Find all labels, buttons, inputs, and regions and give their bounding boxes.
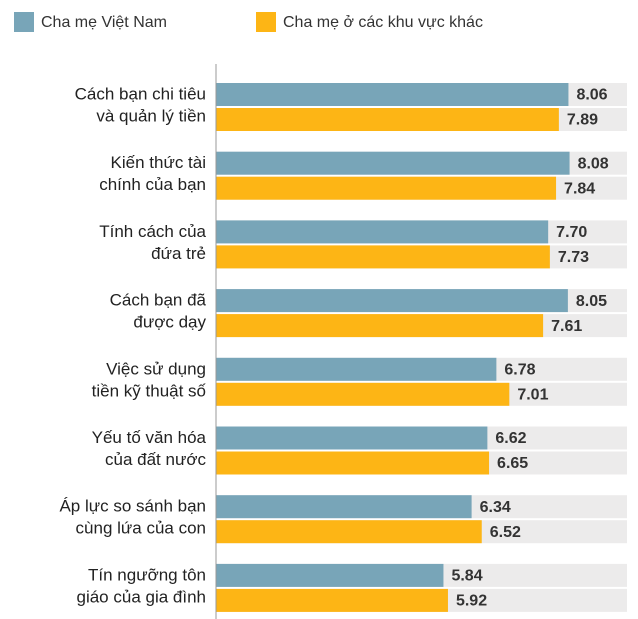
bar [216, 151, 570, 175]
value-label: 5.92 [456, 593, 487, 610]
value-label: 7.70 [556, 224, 587, 241]
bar [216, 495, 472, 519]
bar [216, 83, 569, 106]
category-label: tiền kỹ thuật số [92, 381, 207, 400]
category-label: Kiến thức tài [111, 153, 206, 172]
bar [216, 245, 550, 269]
value-label: 7.01 [517, 387, 548, 404]
bar [216, 314, 544, 338]
legend-label: Cha mẹ Việt Nam [41, 14, 167, 31]
legend-label: Cha mẹ ở các khu vực khác [283, 14, 483, 31]
category-label: Việc sử dụng [106, 359, 206, 378]
bar [216, 108, 559, 131]
bar [216, 426, 488, 450]
category-label: Áp lực so sánh bạn [59, 497, 206, 516]
value-label: 8.06 [576, 87, 607, 104]
category-label: cùng lứa của con [76, 519, 206, 538]
bar [216, 382, 510, 406]
bar [216, 220, 549, 244]
bar [216, 588, 448, 612]
category-label: Yếu tố văn hóa [92, 428, 207, 447]
value-label: 7.84 [564, 180, 595, 197]
bar [216, 520, 482, 544]
category-label: đứa trẻ [151, 244, 206, 263]
value-label: 6.62 [495, 430, 526, 447]
category-label: của đất nước [105, 450, 206, 469]
category-label: được dạy [133, 313, 206, 332]
category-label: chính của bạn [99, 175, 206, 194]
category-label: và quản lý tiền [96, 106, 206, 125]
bar [216, 357, 497, 381]
bar [216, 289, 568, 313]
value-label: 6.78 [504, 362, 535, 379]
value-label: 7.89 [567, 112, 598, 129]
value-label: 7.61 [551, 318, 582, 335]
value-label: 7.73 [558, 249, 589, 266]
value-label: 8.08 [578, 155, 609, 172]
value-label: 5.84 [451, 568, 482, 585]
bar [216, 176, 557, 200]
category-label: Cách bạn chi tiêu [75, 84, 206, 103]
legend-swatch [14, 12, 34, 32]
bar [216, 563, 444, 587]
category-label: Tín ngưỡng tôn [88, 565, 206, 584]
value-label: 6.65 [497, 455, 528, 472]
value-label: 6.34 [480, 499, 511, 516]
value-label: 8.05 [576, 293, 607, 310]
value-label: 6.52 [490, 524, 521, 541]
legend-swatch [256, 12, 276, 32]
bar [216, 451, 490, 475]
category-label: Tính cách của [99, 222, 206, 241]
category-label: Cách bạn đã [110, 291, 207, 310]
category-label: giáo của gia đình [77, 587, 207, 606]
